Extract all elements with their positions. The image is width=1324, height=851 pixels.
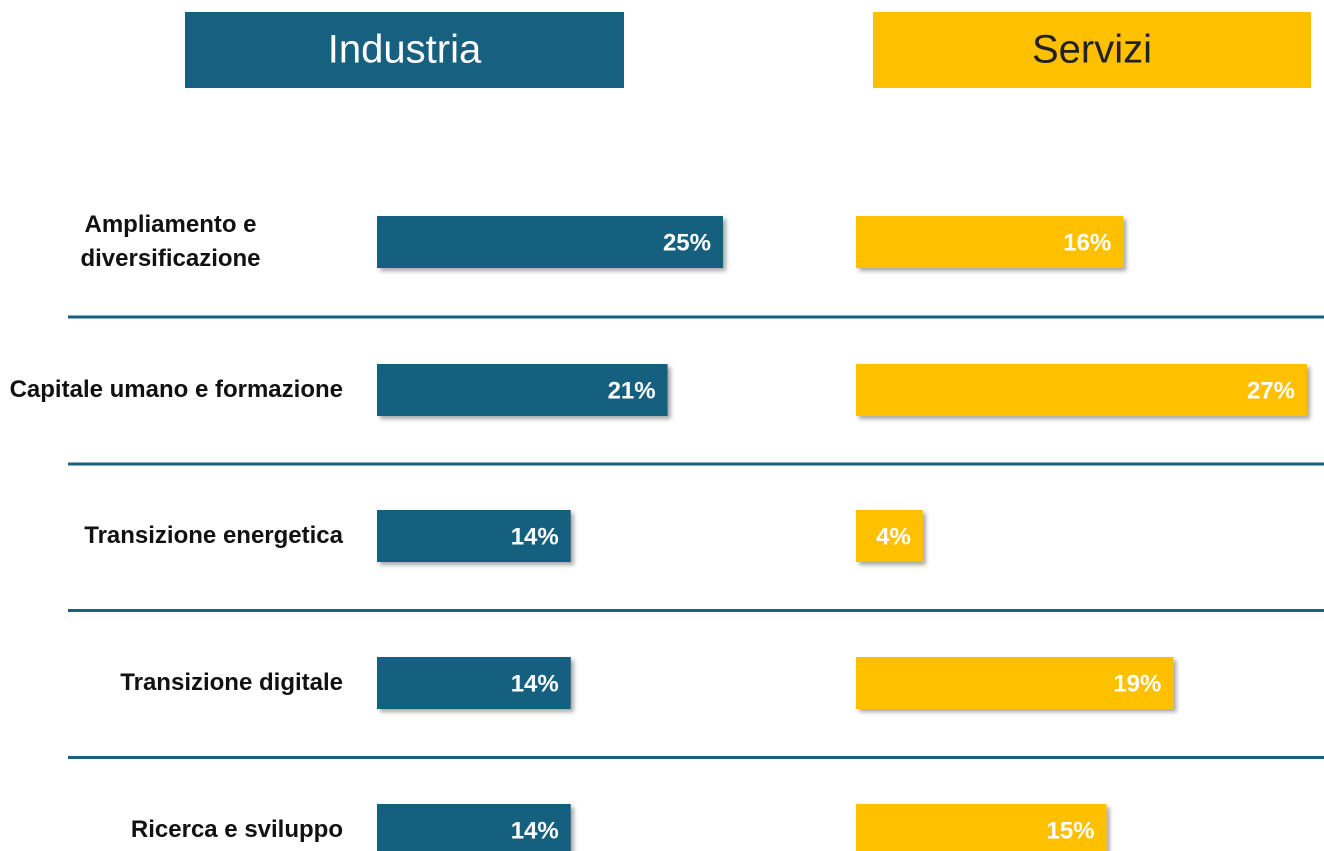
- bar-value-label: 14%: [511, 670, 559, 697]
- bar-value-label: 21%: [608, 377, 656, 404]
- bar: [377, 657, 571, 709]
- category-label-box: Ampliamento e diversificazione: [0, 192, 343, 292]
- bar: [377, 804, 571, 851]
- bar: [377, 216, 723, 268]
- bar-value-label: 4%: [876, 523, 911, 550]
- bar-value-label: 25%: [663, 229, 711, 256]
- category-label-box: Ricerca e sviluppo: [0, 780, 343, 851]
- panel-title: Industria: [328, 28, 482, 72]
- bar: [856, 804, 1107, 851]
- panel-header: [873, 12, 1311, 88]
- category-label: Transizione digitale: [120, 669, 343, 696]
- bar: [377, 364, 668, 416]
- bar: [377, 510, 571, 562]
- panel-title: Servizi: [1032, 28, 1152, 72]
- bar: [856, 364, 1307, 416]
- category-label-box: Capitale umano e formazione: [0, 340, 343, 440]
- bar-value-label: 19%: [1113, 670, 1161, 697]
- category-label: Ricerca e sviluppo: [130, 816, 343, 843]
- bar: [856, 657, 1174, 709]
- bar: [856, 216, 1124, 268]
- panel-header: [185, 12, 624, 88]
- category-label: Ampliamento e diversificazione: [80, 211, 261, 272]
- bar-value-label: 27%: [1247, 377, 1295, 404]
- bar: [856, 510, 923, 562]
- bar-value-label: 14%: [511, 817, 559, 844]
- category-label: Capitale umano e formazione: [9, 376, 343, 403]
- bar-value-label: 16%: [1063, 229, 1111, 256]
- bar-value-label: 14%: [511, 523, 559, 550]
- category-label-box: Transizione digitale: [0, 633, 343, 733]
- bar-value-label: 15%: [1047, 817, 1095, 844]
- category-label-box: Transizione energetica: [0, 486, 343, 586]
- category-label: Transizione energetica: [84, 522, 343, 549]
